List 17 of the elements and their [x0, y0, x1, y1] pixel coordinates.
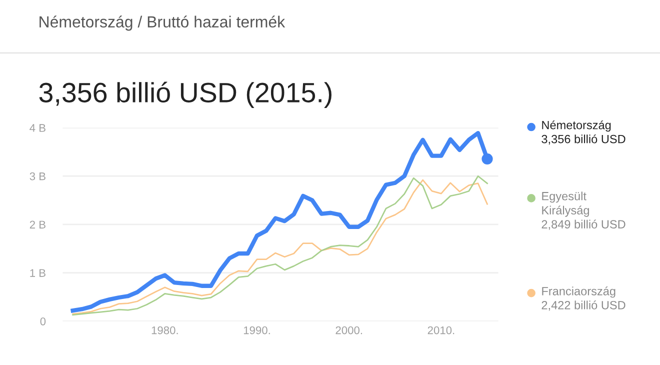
x-tick-label: 1990.	[244, 326, 270, 334]
text: 2,422 billió USD	[542, 300, 626, 311]
text: 3,356 billió USD	[542, 134, 626, 145]
x-tick-label: 2010.	[428, 326, 454, 334]
chart-title: Németország / Bruttó hazai termék	[40, 16, 286, 31]
legend-label: Németország	[542, 120, 611, 132]
text: 2,849 billió USD	[542, 220, 626, 230]
y-tick-label: 4 B	[30, 124, 46, 132]
chart-subtitle: 3,356 billió USD (2015.)	[39, 82, 332, 108]
legend-label: Egyesült Királyság	[542, 192, 589, 217]
y-tick-label: 0	[40, 317, 46, 326]
x-tick-label: 1980.	[152, 326, 178, 334]
y-tick-label: 3 B	[30, 172, 46, 180]
x-tick-label: 2000.	[336, 326, 362, 334]
y-tick-label: 1 B	[30, 269, 46, 277]
legend-label: Franciaország	[542, 286, 616, 298]
y-tick-label: 2 B	[30, 220, 46, 228]
